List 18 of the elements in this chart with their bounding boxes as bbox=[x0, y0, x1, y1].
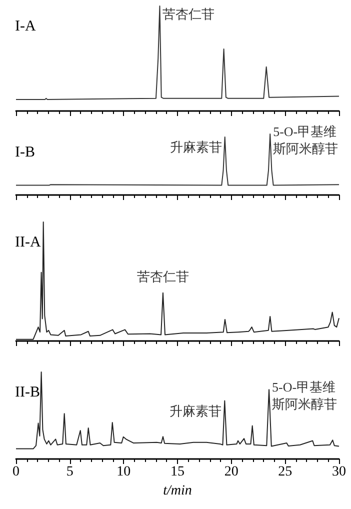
x-tick-label: 10 bbox=[116, 464, 131, 480]
x-axis-title: t/min bbox=[163, 483, 192, 498]
x-tick-label: 0 bbox=[12, 464, 20, 480]
annotation: 苦杏仁苷 bbox=[162, 6, 215, 22]
annotation: 升麻素苷 bbox=[170, 140, 222, 155]
x-tick-label: 5 bbox=[66, 464, 74, 480]
annotation: 苦杏仁苷 bbox=[136, 268, 189, 284]
annotation: 5-O-甲基维斯阿米醇苷 bbox=[273, 124, 338, 156]
text: II-B bbox=[15, 384, 40, 400]
text: I-A bbox=[15, 18, 36, 34]
x-tick-label: 25 bbox=[278, 464, 292, 480]
annotation: 5-O-甲基维斯阿米醇苷 bbox=[272, 380, 338, 412]
text: II-A bbox=[15, 234, 41, 250]
x-tick-label: 30 bbox=[332, 464, 346, 480]
x-tick-label: 20 bbox=[224, 464, 238, 480]
annotation: 升麻素苷 bbox=[170, 403, 222, 418]
x-tick-label: 15 bbox=[170, 464, 184, 480]
text: I-B bbox=[15, 144, 35, 160]
